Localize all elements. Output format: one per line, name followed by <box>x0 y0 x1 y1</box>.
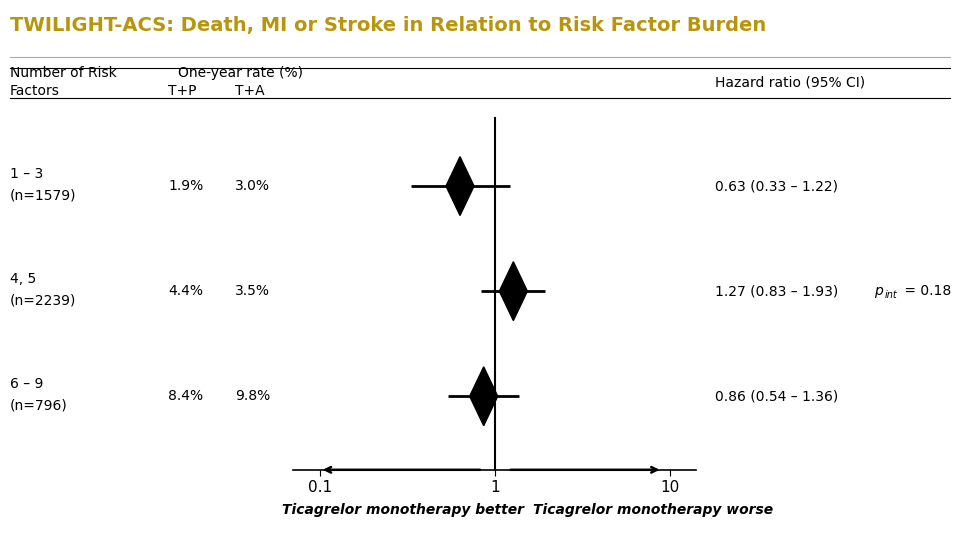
Polygon shape <box>499 262 527 321</box>
Text: 1.27 (0.83 – 1.93): 1.27 (0.83 – 1.93) <box>715 284 838 298</box>
Text: One-year rate (%): One-year rate (%) <box>178 66 302 80</box>
Text: = 0.18: = 0.18 <box>900 284 951 298</box>
Text: 1.9%: 1.9% <box>168 179 204 193</box>
Text: 4, 5: 4, 5 <box>10 272 36 286</box>
Polygon shape <box>469 367 497 426</box>
Text: (n=1579): (n=1579) <box>10 189 76 203</box>
Text: 8.4%: 8.4% <box>168 389 204 403</box>
Text: 0.86 (0.54 – 1.36): 0.86 (0.54 – 1.36) <box>715 389 838 403</box>
Text: 3.0%: 3.0% <box>235 179 270 193</box>
Text: Ticagrelor monotherapy better: Ticagrelor monotherapy better <box>282 503 524 517</box>
Text: T+P: T+P <box>168 84 197 98</box>
Text: 1 – 3: 1 – 3 <box>10 167 43 181</box>
Text: TWILIGHT-ACS: Death, MI or Stroke in Relation to Risk Factor Burden: TWILIGHT-ACS: Death, MI or Stroke in Rel… <box>10 16 766 35</box>
Text: Factors: Factors <box>10 84 60 98</box>
Text: Ticagrelor monotherapy worse: Ticagrelor monotherapy worse <box>533 503 773 517</box>
Text: Number of Risk: Number of Risk <box>10 66 116 80</box>
Text: (n=796): (n=796) <box>10 399 67 413</box>
Text: Hazard ratio (95% CI): Hazard ratio (95% CI) <box>715 76 865 90</box>
Text: 9.8%: 9.8% <box>235 389 271 403</box>
Text: 0.63 (0.33 – 1.22): 0.63 (0.33 – 1.22) <box>715 179 838 193</box>
Text: 6 – 9: 6 – 9 <box>10 377 43 392</box>
Text: 4.4%: 4.4% <box>168 284 203 298</box>
Text: (n=2239): (n=2239) <box>10 294 76 308</box>
Text: 3.5%: 3.5% <box>235 284 270 298</box>
Text: T+A: T+A <box>235 84 265 98</box>
Polygon shape <box>446 157 474 215</box>
Text: p: p <box>874 284 882 298</box>
Text: int: int <box>885 291 898 300</box>
